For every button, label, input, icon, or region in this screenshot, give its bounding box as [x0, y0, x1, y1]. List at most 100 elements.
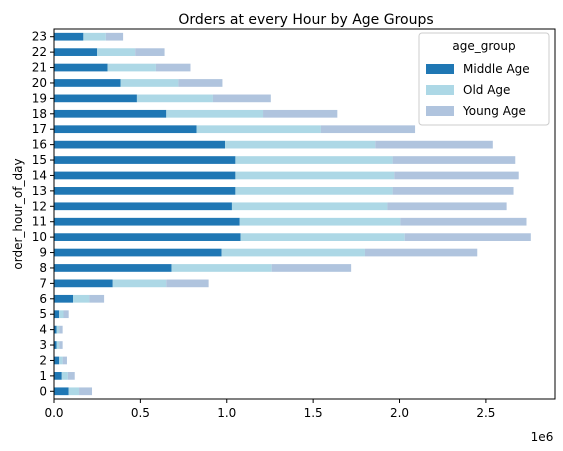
bar-middle-age-hour-1: [54, 372, 62, 380]
bar-old-age-hour-14: [235, 171, 395, 180]
y-tick-label: 13: [32, 184, 47, 198]
bar-old-age-hour-1: [61, 372, 68, 380]
legend: age_group Middle Age Old Age Young Age: [418, 32, 550, 126]
bar-middle-age-hour-15: [54, 156, 236, 164]
bar-young-age-hour-0: [79, 387, 93, 396]
y-tick-label: 16: [32, 138, 47, 152]
bar-middle-age-hour-6: [54, 294, 74, 303]
bar-old-age-hour-21: [107, 63, 156, 72]
bar-young-age-hour-13: [392, 187, 514, 195]
bar-young-age-hour-3: [59, 341, 63, 349]
y-tick-label: 23: [32, 30, 47, 44]
bar-old-age-hour-15: [235, 156, 393, 164]
bar-young-age-hour-14: [394, 171, 519, 180]
bar-young-age-hour-15: [392, 156, 516, 164]
bar-old-age-hour-4: [56, 325, 60, 334]
bar-old-age-hour-12: [231, 202, 388, 211]
bar-middle-age-hour-5: [54, 310, 60, 319]
bar-young-age-hour-10: [404, 233, 531, 241]
bar-middle-age-hour-19: [54, 94, 137, 103]
bar-middle-age-hour-12: [54, 202, 232, 211]
y-tick-label: 0: [39, 384, 47, 398]
bar-old-age-hour-23: [83, 32, 106, 41]
y-tick-label: 22: [32, 45, 47, 59]
bar-old-age-hour-20: [120, 79, 179, 87]
bar-middle-age-hour-18: [54, 109, 167, 118]
bar-middle-age-hour-21: [54, 63, 108, 72]
bar-old-age-hour-19: [136, 94, 213, 103]
bar-middle-age-hour-9: [54, 248, 222, 257]
y-axis-label: order_hour_of_day: [11, 158, 25, 269]
bar-young-age-hour-9: [364, 248, 478, 257]
bar-middle-age-hour-8: [54, 264, 172, 272]
bar-young-age-hour-17: [320, 125, 416, 134]
bar-young-age-hour-5: [63, 310, 69, 319]
x-tick-label: 0.5: [131, 406, 150, 420]
y-tick-label: 6: [39, 292, 47, 306]
bar-middle-age-hour-4: [54, 325, 57, 334]
y-tick-label: 14: [32, 168, 47, 182]
bar-young-age-hour-8: [271, 264, 352, 272]
bar-young-age-hour-1: [67, 372, 75, 380]
bar-young-age-hour-11: [400, 217, 527, 226]
x-tick-label: 1.0: [217, 406, 236, 420]
bar-middle-age-hour-3: [54, 341, 57, 349]
x-tick-label: 2.0: [390, 406, 409, 420]
y-tick-label: 2: [39, 353, 47, 367]
bar-middle-age-hour-23: [54, 32, 84, 41]
legend-swatch-middle-age: [426, 64, 454, 74]
bars-group: [54, 32, 531, 396]
bar-old-age-hour-7: [112, 279, 167, 288]
bar-middle-age-hour-16: [54, 140, 226, 149]
bar-middle-age-hour-20: [54, 79, 121, 87]
bar-old-age-hour-18: [166, 109, 264, 118]
legend-frame: [418, 32, 550, 126]
bar-old-age-hour-8: [171, 264, 272, 272]
legend-title: age_group: [452, 39, 515, 53]
bar-young-age-hour-16: [375, 140, 493, 149]
bar-young-age-hour-19: [212, 94, 271, 103]
bar-middle-age-hour-17: [54, 125, 197, 134]
bar-old-age-hour-11: [239, 217, 401, 226]
bar-young-age-hour-6: [89, 294, 105, 303]
bar-middle-age-hour-10: [54, 233, 241, 241]
y-tick-label: 11: [32, 215, 47, 229]
bar-old-age-hour-0: [68, 387, 80, 396]
x-offset-label: 1e6: [531, 430, 554, 444]
y-tick-label: 21: [32, 61, 47, 75]
chart-title: Orders at every Hour by Age Groups: [178, 12, 433, 28]
bar-old-age-hour-22: [97, 48, 136, 56]
x-ticks-group: 0.0 0.5 1.0 1.5 2.0 2.5: [44, 399, 495, 420]
y-tick-label: 8: [39, 261, 47, 275]
bar-young-age-hour-20: [178, 79, 223, 87]
bar-young-age-hour-12: [387, 202, 507, 211]
bar-middle-age-hour-0: [54, 387, 69, 396]
plot-frame: [53, 28, 556, 400]
legend-swatch-young-age: [426, 106, 454, 116]
x-tick-label: 1.5: [304, 406, 323, 420]
bar-middle-age-hour-11: [54, 217, 240, 226]
y-tick-label: 7: [39, 276, 47, 290]
bar-young-age-hour-4: [59, 325, 63, 334]
x-tick-label: 0.0: [44, 406, 63, 420]
bar-young-age-hour-7: [166, 279, 209, 288]
y-tick-label: 17: [32, 122, 47, 136]
y-tick-label: 20: [32, 76, 47, 90]
legend-swatch-old-age: [426, 85, 454, 95]
legend-label: Middle Age: [463, 62, 530, 76]
y-tick-label: 3: [39, 338, 47, 352]
y-tick-label: 1: [39, 369, 47, 383]
bar-old-age-hour-13: [235, 187, 393, 195]
y-tick-label: 19: [32, 91, 47, 105]
bar-middle-age-hour-2: [54, 356, 60, 365]
bar-middle-age-hour-7: [54, 279, 113, 288]
y-tick-label: 10: [32, 230, 47, 244]
y-tick-label: 5: [39, 307, 47, 321]
bar-young-age-hour-2: [62, 356, 67, 365]
bar-old-age-hour-6: [73, 294, 90, 303]
bar-old-age-hour-2: [59, 356, 63, 365]
bar-old-age-hour-9: [221, 248, 365, 257]
bar-middle-age-hour-14: [54, 171, 236, 180]
y-tick-label: 9: [39, 246, 47, 260]
